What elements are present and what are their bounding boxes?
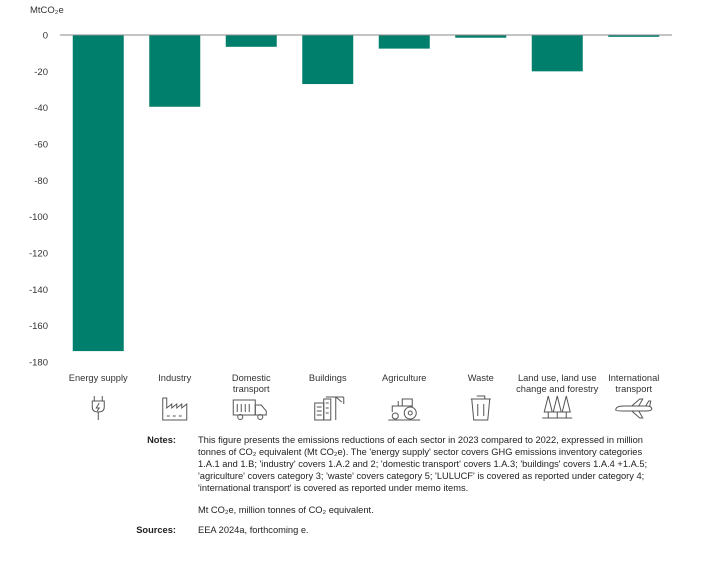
truck-icon [232,399,267,420]
y-tick-label: -60 [34,140,48,151]
notes-label: Notes: [147,435,176,445]
bar-0 [72,35,124,352]
x-category-label: Agriculture [382,373,426,383]
y-tick-label: -80 [34,176,48,187]
factory-icon [162,397,188,421]
x-category-label: Waste [468,373,494,383]
tractor-icon [388,398,421,421]
bars [72,35,660,352]
x-category-label: Buildings [309,373,347,383]
plug-icon [91,396,105,420]
trees-icon [542,395,573,419]
y-tick-label: -160 [29,321,48,332]
y-tick-label: -120 [29,249,48,260]
notes-paragraph-1: This figure presents the emissions reduc… [198,435,648,493]
x-category-label: Energy supply [69,373,128,383]
y-axis-unit: MtCO₂e [30,5,64,16]
x-category-label: Domestic [232,373,271,383]
waste-bin-icon [470,395,491,421]
building-crane-icon [314,396,345,421]
x-category-label: Industry [158,373,191,383]
x-category-label: transport [233,384,270,394]
bar-1 [149,35,201,107]
bar-chart: MtCO₂e 0 -20 -40 -60 -80 -100 -120 -140 -160 -180… [29,5,672,421]
y-tick-label: -180 [29,358,48,369]
bar-4 [378,35,430,49]
y-tick-label: -100 [29,212,48,223]
y-tick-label: 0 [43,31,48,42]
sources-text: EEA 2024a, forthcoming e. [198,525,309,535]
y-tick-label: -140 [29,285,48,296]
bar-3 [302,35,354,85]
x-category-label: change and forestry [516,384,599,394]
x-category-label: Land use, land use [518,373,597,383]
sources-label: Sources: [136,525,176,535]
bar-2 [225,35,277,47]
notes-block: Notes: This figure presents the emission… [100,434,660,536]
y-tick-label: -20 [34,67,48,78]
bar-6 [531,35,583,72]
x-category-label: International [608,373,659,383]
x-category-label: transport [615,384,652,394]
x-axis-labels: Energy supply Industry DomestictransportBu… [69,373,660,394]
bar-7 [608,35,660,37]
y-tick-label: -40 [34,103,48,114]
y-axis-ticks: 0 -20 -40 -60 -80 -100 -120 -140 -160 -180 [29,31,48,369]
bar-5 [455,35,507,38]
sector-icons [91,395,653,421]
airplane-icon [615,398,653,419]
notes-paragraph-2: Mt CO₂e, million tonnes of CO₂ equivalen… [198,505,374,515]
